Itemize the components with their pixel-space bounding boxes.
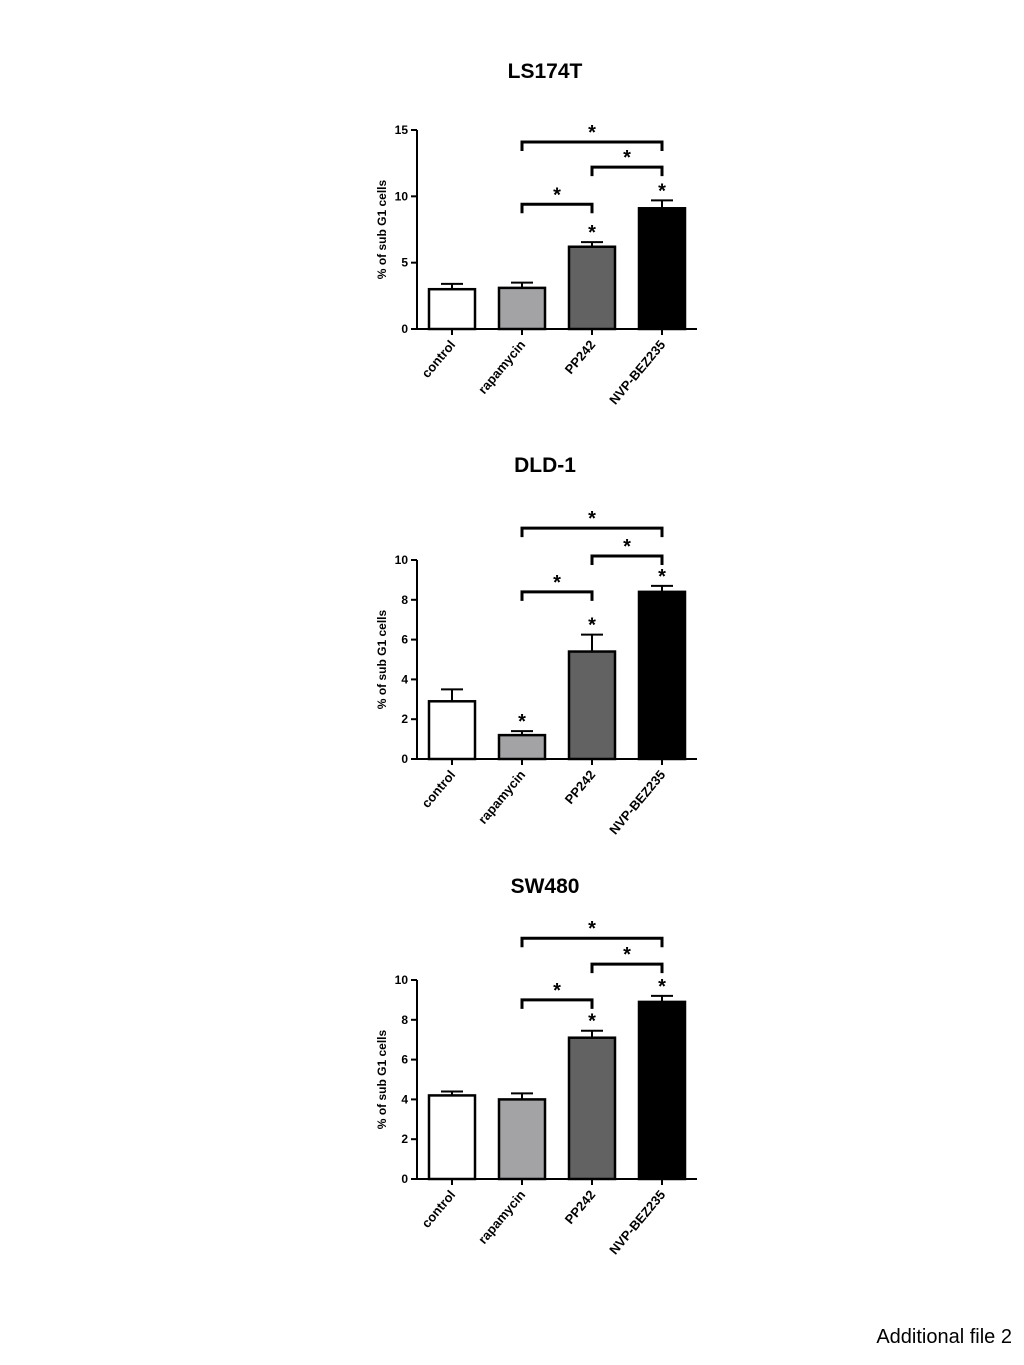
bar-PP242 xyxy=(567,650,617,761)
x-tick-label: NVP-BEZ235 xyxy=(606,767,668,837)
comparison-bracket xyxy=(520,998,594,1009)
x-tick-label: rapamycin xyxy=(475,767,528,827)
x-tick-label: control xyxy=(418,767,458,810)
bar-control xyxy=(427,1094,477,1181)
bar-PP242 xyxy=(567,1036,617,1181)
bracket-significance-mark: * xyxy=(623,536,631,558)
bracket-significance-mark: * xyxy=(588,918,596,940)
chart-title: SW480 xyxy=(511,875,580,898)
significance-mark: * xyxy=(658,566,666,588)
chart-panel-1: LS174T 0 5 10 15 % of sub G1 cells control rapa… xyxy=(375,60,697,407)
y-tick-label: 6 xyxy=(401,633,408,647)
comparison-bracket xyxy=(590,165,664,177)
bar-rapamycin xyxy=(497,286,547,331)
significance-mark: * xyxy=(588,222,596,244)
bracket-significance-mark: * xyxy=(623,147,631,169)
y-tick-label: 2 xyxy=(401,1132,408,1146)
y-tick-label: 15 xyxy=(395,123,409,137)
chart-panel-3: SW480 0 2 4 6 8 10 % of sub G1 cells control rapa… xyxy=(375,875,697,1257)
bracket-significance-mark: * xyxy=(588,122,596,144)
chart-title: LS174T xyxy=(508,60,583,83)
x-tick-label: PP242 xyxy=(562,767,599,807)
bracket-significance-mark: * xyxy=(623,944,631,966)
comparison-bracket xyxy=(590,962,664,974)
footer-label: Additional file 2 xyxy=(876,1326,1012,1348)
bar-control xyxy=(427,287,477,331)
bar-NVP-BEZ235 xyxy=(637,207,687,331)
y-tick-label: 8 xyxy=(401,593,408,607)
y-axis-label: % of sub G1 cells xyxy=(375,179,389,279)
significance-mark: * xyxy=(588,1011,596,1033)
y-tick-label: 10 xyxy=(395,553,409,567)
chart-title: DLD-1 xyxy=(514,454,576,477)
y-tick-label: 10 xyxy=(395,973,409,987)
x-tick-label: rapamycin xyxy=(475,1187,528,1247)
chart-panel-2: DLD-1 0 2 4 6 8 10 % of sub G1 cells control rapa… xyxy=(375,454,697,837)
comparison-bracket xyxy=(520,936,664,948)
bracket-significance-mark: * xyxy=(553,980,561,1002)
x-tick-label: rapamycin xyxy=(475,337,528,397)
comparison-bracket xyxy=(520,140,664,151)
y-axis-label: % of sub G1 cells xyxy=(375,1029,389,1129)
y-tick-label: 4 xyxy=(401,672,408,686)
y-tick-label: 0 xyxy=(401,322,408,336)
bar-PP242 xyxy=(567,245,617,331)
bar-rapamycin xyxy=(497,1098,547,1181)
y-tick-label: 4 xyxy=(401,1092,408,1106)
x-tick-label: PP242 xyxy=(562,337,599,377)
bracket-significance-mark: * xyxy=(588,508,596,530)
y-tick-label: 2 xyxy=(401,712,408,726)
y-tick-label: 8 xyxy=(401,1013,408,1027)
y-tick-label: 10 xyxy=(395,189,409,203)
significance-mark: * xyxy=(658,976,666,998)
bar-NVP-BEZ235 xyxy=(637,1000,687,1181)
significance-mark: * xyxy=(588,615,596,637)
significance-mark: * xyxy=(518,711,526,733)
x-tick-label: control xyxy=(418,337,458,380)
comparison-bracket xyxy=(520,590,594,601)
x-tick-label: NVP-BEZ235 xyxy=(606,1187,668,1257)
y-tick-label: 0 xyxy=(401,1172,408,1186)
y-axis-label: % of sub G1 cells xyxy=(375,609,389,709)
bar-control xyxy=(427,700,477,761)
x-tick-label: NVP-BEZ235 xyxy=(606,337,668,407)
y-tick-label: 0 xyxy=(401,752,408,766)
bar-NVP-BEZ235 xyxy=(637,590,687,761)
bracket-significance-mark: * xyxy=(553,184,561,206)
y-tick-label: 5 xyxy=(401,256,408,270)
bar-rapamycin xyxy=(497,733,547,761)
x-tick-label: PP242 xyxy=(562,1187,599,1227)
comparison-bracket xyxy=(590,554,664,566)
x-tick-label: control xyxy=(418,1187,458,1230)
significance-mark: * xyxy=(658,180,666,202)
comparison-bracket xyxy=(520,526,664,538)
bracket-significance-mark: * xyxy=(553,572,561,594)
comparison-bracket xyxy=(520,202,594,214)
y-tick-label: 6 xyxy=(401,1053,408,1067)
